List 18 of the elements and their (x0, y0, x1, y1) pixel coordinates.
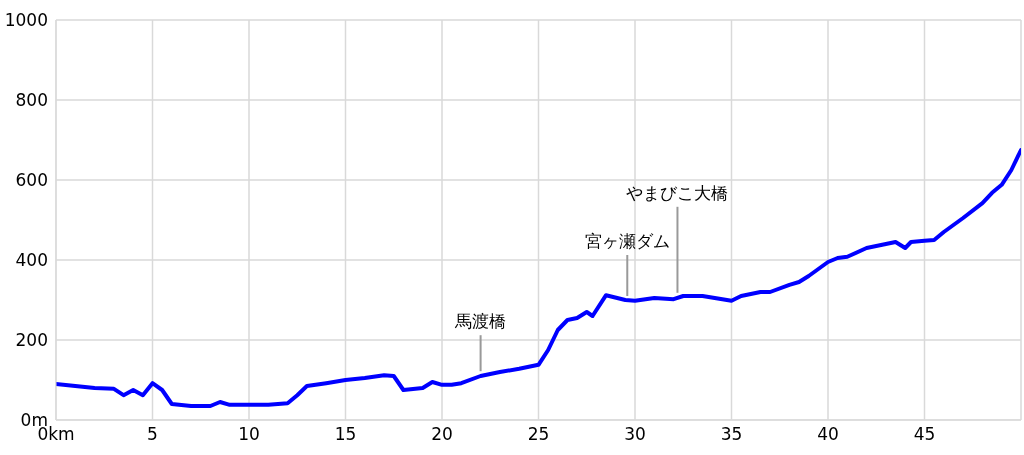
x-tick-label: 25 (527, 424, 550, 445)
annotation: 宮ヶ瀬ダム (584, 231, 670, 251)
annotation: やまびこ大橋 (626, 182, 729, 203)
annotation: 馬渡橋 (454, 311, 507, 332)
x-tick-label: 15 (334, 424, 357, 445)
x-tick-label: 20 (431, 424, 453, 445)
x-tick-label: 45 (913, 424, 936, 445)
y-tick-label: 800 (15, 90, 48, 111)
y-tick-label: 400 (15, 250, 48, 271)
x-tick-label: 5 (147, 424, 158, 445)
line-series (56, 148, 1021, 408)
y-tick-label: 600 (15, 170, 48, 191)
x-tick-label: 30 (624, 424, 646, 445)
y-tick-label: 200 (15, 330, 48, 351)
x-tick-label: 10 (238, 424, 260, 445)
y-tick-label: 1000 (4, 10, 48, 31)
x-tick-label: 35 (720, 424, 743, 445)
x-tick-label: 40 (817, 424, 839, 445)
